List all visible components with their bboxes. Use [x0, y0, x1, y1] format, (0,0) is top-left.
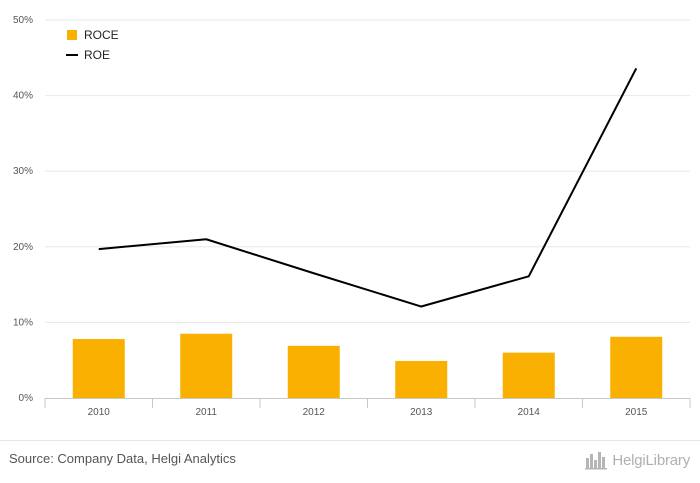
roce-bar	[502, 352, 555, 398]
roce-bar	[72, 339, 125, 398]
x-tick-label: 2011	[195, 407, 217, 418]
legend-label-roe: ROE	[84, 48, 110, 62]
chart: 0%10%20%30%40%50% 2010 2011 2012 2013 2014 20…	[13, 15, 691, 418]
helgi-library-logo[interactable]: HelgiLibrary	[585, 449, 690, 471]
x-tick-label: 2015	[625, 407, 648, 418]
y-tick-label: 10%	[13, 317, 33, 328]
x-tick-label: 2012	[303, 407, 326, 418]
y-tick-label: 50%	[13, 15, 33, 26]
gridlines	[45, 19, 690, 323]
source-note: Source: Company Data, Helgi Analytics	[9, 451, 236, 466]
y-tick-label: 20%	[13, 242, 33, 253]
x-tick-label: 2014	[518, 407, 541, 418]
y-tick-label: 40%	[13, 91, 33, 102]
x-axis: 2010 2011 2012 2013 2014 2015	[44, 398, 691, 418]
logo-text: HelgiLibrary	[612, 451, 690, 469]
footer: Source: Company Data, Helgi Analytics He…	[0, 440, 700, 483]
legend: ROCE ROE	[66, 28, 119, 62]
legend-swatch-roce	[67, 30, 77, 40]
y-axis-ticks: 0% 10% 20% 30% 40% 50%	[13, 15, 33, 404]
roce-bar	[610, 336, 663, 398]
x-tick-label: 2013	[410, 407, 433, 418]
roce-bar	[180, 333, 233, 398]
x-tick-label: 2010	[88, 407, 111, 418]
roce-bar	[287, 345, 340, 398]
roce-bars	[72, 333, 663, 398]
y-tick-label: 30%	[13, 166, 33, 177]
y-tick-label: 0%	[19, 393, 34, 404]
roe-line	[98, 67, 638, 308]
library-skyline-icon	[585, 452, 608, 470]
roce-bar	[395, 360, 448, 398]
legend-label-roce: ROCE	[84, 28, 119, 42]
roe-line-series	[98, 67, 638, 308]
